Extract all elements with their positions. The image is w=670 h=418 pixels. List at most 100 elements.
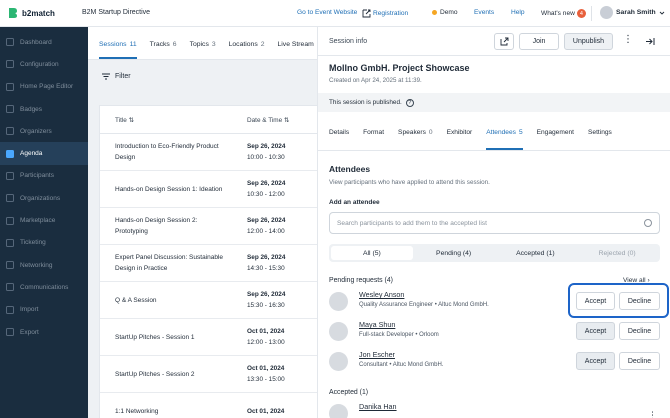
- table-row[interactable]: StartUp Pitches - Session 1 Oct 01, 2024 1…: [100, 319, 317, 356]
- collapse-panel-icon[interactable]: [645, 37, 655, 46]
- segment-accepted[interactable]: Accepted (1): [516, 249, 555, 257]
- sidebar-item-participants[interactable]: Participants: [0, 165, 88, 187]
- attendee-name-link[interactable]: Maya Shun: [359, 320, 396, 329]
- tab-details[interactable]: Details: [329, 121, 349, 150]
- col-date-header[interactable]: Date & Time ⇅: [231, 116, 289, 124]
- sidebar-item-dashboard[interactable]: Dashboard: [0, 31, 88, 53]
- event-name: B2M Startup Directive: [82, 9, 151, 16]
- attendee-role: Consultant: [359, 362, 388, 368]
- go-to-event-link[interactable]: Go to Event Website: [297, 9, 358, 16]
- unpublish-button[interactable]: Unpublish: [564, 33, 613, 50]
- session-title-cell: StartUp Pitches - Session 2: [115, 370, 195, 378]
- table-row[interactable]: Hands-on Design Session 2: Prototyping Se…: [100, 208, 317, 245]
- avatar: [600, 6, 613, 19]
- sidebar-item-badges[interactable]: Badges: [0, 98, 88, 120]
- decline-button[interactable]: Decline: [619, 352, 660, 370]
- segment-all[interactable]: All (5): [331, 246, 413, 260]
- decline-button[interactable]: Decline: [619, 292, 660, 310]
- table-row[interactable]: StartUp Pitches - Session 2 Oct 01, 2024 1…: [100, 356, 317, 393]
- attendee-name-link[interactable]: Danika Han: [359, 402, 397, 411]
- table-row[interactable]: Hands-on Design Session 1: Ideation Sep 2…: [100, 171, 317, 208]
- sidebar-item-communications[interactable]: Communications: [0, 276, 88, 298]
- accept-button[interactable]: Accept: [576, 352, 615, 370]
- organizers-icon: [6, 127, 14, 136]
- demo-label: Demo: [440, 9, 458, 16]
- sidebar-item-label: Export: [20, 328, 39, 336]
- tab-count: 5: [518, 129, 523, 136]
- attendee-row: Danika Han: [329, 401, 660, 418]
- attendee-name-link[interactable]: Wesley Anson: [359, 290, 405, 299]
- session-time: 15:30 - 16:30: [247, 302, 285, 309]
- tab-speakers[interactable]: Speakers 0: [398, 121, 433, 150]
- help-link[interactable]: Help: [511, 9, 525, 16]
- tab-live-stream[interactable]: Live Stream: [278, 41, 314, 59]
- sidebar-item-networking[interactable]: Networking: [0, 254, 88, 276]
- info-icon[interactable]: ?: [405, 98, 414, 107]
- table-row[interactable]: Introduction to Eco-Friendly Product Des…: [100, 134, 317, 171]
- attendee-name-link[interactable]: Jon Escher: [359, 350, 395, 359]
- sidebar-item-label: Organizations: [20, 194, 61, 202]
- search-icon: [644, 219, 652, 227]
- filter-button[interactable]: Filter: [102, 73, 131, 80]
- sidebar-item-agenda[interactable]: Agenda: [0, 142, 88, 165]
- agenda-tabs: Sessions 11 Tracks 6 Topics 3 Locations 2 Live S…: [88, 27, 317, 60]
- search-input[interactable]: [337, 219, 637, 227]
- session-title-cell: Hands-on Design Session 1: Ideation: [115, 185, 223, 193]
- import-icon: [6, 305, 14, 314]
- sidebar-item-organizations[interactable]: Organizations: [0, 187, 88, 209]
- join-button[interactable]: Join: [519, 33, 559, 50]
- tab-locations[interactable]: Locations 2: [229, 41, 265, 59]
- sidebar-item-import[interactable]: Import: [0, 299, 88, 321]
- segment-rejected[interactable]: Rejected (0): [598, 249, 636, 257]
- events-link[interactable]: Events: [474, 9, 495, 16]
- sidebar-item-configuration[interactable]: Configuration: [0, 53, 88, 75]
- avatar: [329, 292, 348, 311]
- tab-settings[interactable]: Settings: [588, 121, 612, 150]
- session-time: 14:30 - 15:30: [247, 265, 285, 272]
- table-row[interactable]: Expert Panel Discussion: Sustainable Des…: [100, 245, 317, 282]
- attendee-row: Maya Shun Full-stack Developer • Orloom Ac…: [329, 319, 660, 347]
- tab-label: Details: [329, 129, 350, 136]
- col-title-header[interactable]: Title ⇅: [100, 116, 231, 124]
- session-time: 10:30 - 12:00: [247, 191, 285, 198]
- avatar: [329, 352, 348, 371]
- session-date-cell: Oct 01, 2024 13:30 - 15:00: [231, 363, 285, 385]
- accept-button[interactable]: Accept: [576, 292, 615, 310]
- sidebar-item-export[interactable]: Export: [0, 321, 88, 343]
- whats-new-button[interactable]: What's new 4: [541, 9, 586, 18]
- table-row[interactable]: Q & A Session Sep 26, 2024 15:30 - 16:30: [100, 282, 317, 319]
- open-external-button[interactable]: [494, 33, 514, 50]
- tab-label: Engagement: [536, 129, 575, 136]
- sidebar-item-home-page-editor[interactable]: Home Page Editor: [0, 76, 88, 98]
- sidebar-item-label: Home Page Editor: [20, 83, 74, 91]
- user-menu[interactable]: Sarah Smith: [600, 6, 665, 19]
- tab-tracks[interactable]: Tracks 6: [150, 41, 177, 59]
- tab-exhibitor[interactable]: Exhibitor: [447, 121, 473, 150]
- registration-link[interactable]: Registration: [362, 9, 408, 18]
- sidebar-item-ticketing[interactable]: Ticketing: [0, 232, 88, 254]
- table-row[interactable]: 1:1 Networking Oct 01, 2024: [100, 393, 317, 418]
- external-link-icon: [362, 9, 371, 18]
- sidebar-item-marketplace[interactable]: Marketplace: [0, 209, 88, 231]
- segment-pending[interactable]: Pending (4): [436, 249, 472, 257]
- attendee-row: Jon Escher Consultant • Altuc Mond GmbH. A…: [329, 349, 660, 377]
- tab-label: Tracks: [149, 41, 170, 48]
- published-banner: This session is published. ?: [318, 93, 670, 112]
- sidebar-item-organizers[interactable]: Organizers: [0, 120, 88, 142]
- session-date: Sep 26, 2024: [247, 143, 286, 150]
- demo-indicator[interactable]: Demo: [432, 9, 458, 16]
- more-options-icon[interactable]: ⋮: [623, 34, 633, 45]
- view-all-link[interactable]: View all ›: [623, 277, 650, 284]
- tab-format[interactable]: Format: [363, 121, 384, 150]
- row-more-icon[interactable]: ⋮: [648, 410, 657, 418]
- logo[interactable]: b2match: [8, 7, 55, 19]
- sidebar-item-label: Configuration: [20, 60, 59, 68]
- tab-sessions[interactable]: Sessions 11: [99, 41, 137, 59]
- attendees-heading: Attendees: [329, 164, 371, 174]
- decline-button[interactable]: Decline: [619, 322, 660, 340]
- chevron-down-icon: [659, 11, 664, 15]
- tab-attendees[interactable]: Attendees 5: [486, 121, 523, 150]
- tab-topics[interactable]: Topics 3: [190, 41, 216, 59]
- accept-button[interactable]: Accept: [576, 322, 615, 340]
- tab-engagement[interactable]: Engagement: [537, 121, 574, 150]
